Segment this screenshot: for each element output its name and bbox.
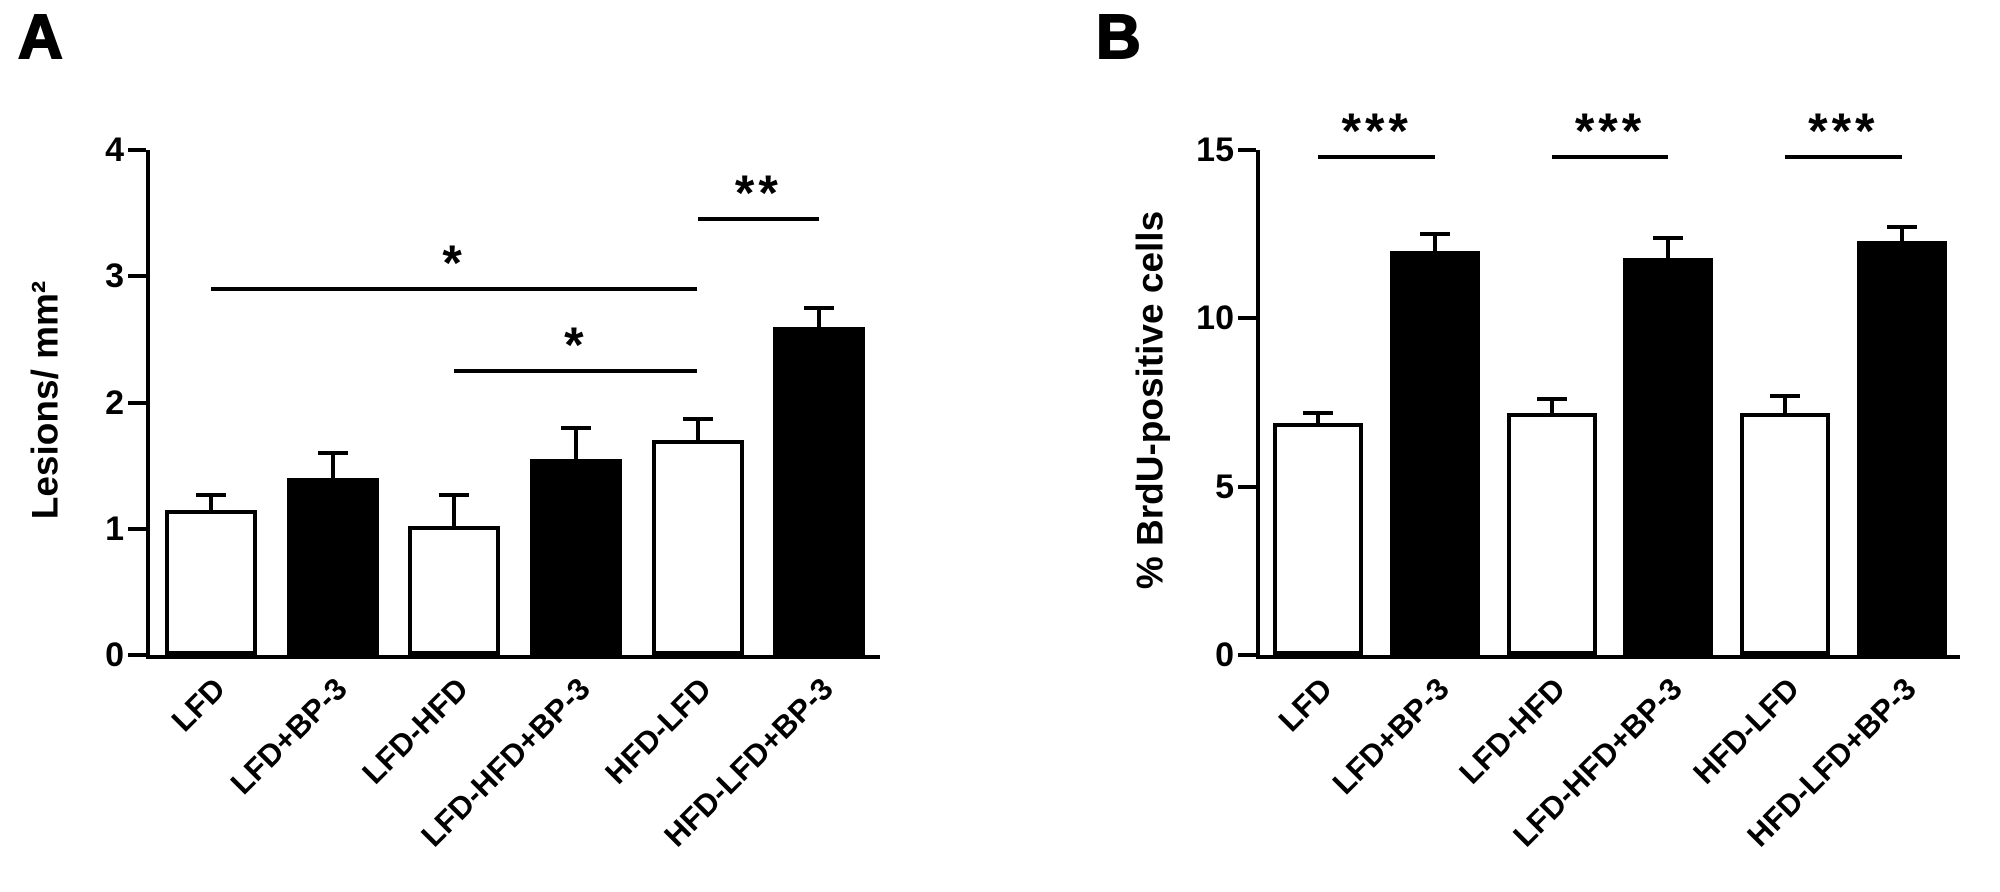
x-category-label: HFD-LFD [598, 671, 719, 791]
error-bar-cap [1536, 397, 1567, 402]
significance-stars: *** [1808, 102, 1879, 159]
significance-line [454, 368, 698, 373]
bar-lfd-hfd [408, 526, 501, 655]
y-tick-label: 4 [105, 131, 124, 169]
y-tick-label: 15 [1196, 131, 1234, 169]
bar-hfd-lfd+bp-3 [1856, 240, 1947, 655]
y-tick-mark [1238, 316, 1256, 321]
y-tick-label: 2 [105, 383, 124, 422]
x-axis-line [146, 655, 880, 659]
error-bar-cap [317, 451, 348, 455]
x-category-label: LFD [164, 671, 232, 739]
x-category-label: LFD+BP-3 [1325, 671, 1456, 802]
significance-line [210, 286, 698, 291]
y-tick-label: 0 [1215, 636, 1234, 674]
y-tick-label: 10 [1196, 299, 1234, 338]
y-tick-mark [128, 148, 146, 152]
x-category-label: HFD-LFD [1686, 671, 1806, 791]
significance-line [1785, 154, 1902, 159]
y-tick-mark [1238, 653, 1256, 657]
bar-hfd-lfd [651, 440, 744, 655]
error-bar-cap [1303, 410, 1334, 415]
bar-lfd [1273, 422, 1364, 655]
significance-stars: *** [1574, 102, 1646, 159]
y-axis-line [1256, 150, 1260, 659]
bar-hfd-lfd [1740, 412, 1830, 655]
panel-b-plot: 0 5 10 15 LFD LFD+BP-3 LFD-HFD LFD-HFD+BP-3 HFD-… [1196, 106, 1960, 853]
y-tick-label: 1 [105, 509, 124, 548]
x-category-label: LFD-HFD [355, 671, 475, 791]
y-tick-label: 0 [105, 636, 124, 674]
y-axis-line [146, 150, 150, 659]
error-bar-line [330, 453, 335, 479]
error-bar-line [1783, 395, 1787, 413]
x-category-label: LFD+BP-3 [223, 671, 354, 802]
panel-b-y-axis-title: % BrdU-positive cells [1129, 210, 1171, 590]
y-tick-label: 5 [1215, 467, 1234, 506]
significance-stars: *** [1341, 102, 1412, 159]
y-tick-mark [1238, 484, 1256, 489]
error-bar-cap [560, 425, 591, 430]
significance-line [697, 217, 820, 222]
y-tick-mark [128, 653, 146, 657]
x-category-label: LFD-HFD [1452, 671, 1573, 791]
error-bar-line [1666, 237, 1671, 258]
error-bar-cap [682, 416, 713, 421]
bar-lfd-hfd+bp-3 [529, 459, 622, 655]
error-bar-line [1549, 399, 1554, 413]
bar-lfd+bp-3 [1390, 251, 1480, 655]
significance-stars: ** [734, 165, 782, 222]
y-tick-mark [128, 400, 146, 405]
panel-a-plot: 0 1 2 3 4 LFD LFD+BP-3 LFD-HFD LFD-HFD+BP-3 HFD-L… [105, 131, 880, 853]
error-bar-line [1433, 234, 1437, 251]
significance-stars: * [442, 234, 466, 291]
error-bar-cap [1653, 235, 1684, 240]
significance-stars: * [564, 316, 588, 373]
y-tick-label: 3 [105, 257, 124, 296]
bar-lfd-hfd [1506, 412, 1597, 655]
error-bar-cap [1770, 393, 1800, 398]
error-bar-line [1899, 227, 1904, 241]
y-tick-mark [128, 274, 146, 279]
error-bar-cap [1886, 225, 1917, 230]
y-tick-mark [128, 526, 146, 531]
error-bar-line [817, 307, 822, 327]
error-bar-line [208, 494, 213, 510]
error-bar-cap [804, 305, 835, 310]
error-bar-cap [439, 492, 470, 497]
significance-line [1551, 154, 1669, 159]
y-tick-mark [1238, 148, 1256, 152]
significance-line [1318, 154, 1435, 159]
bar-lfd-hfd+bp-3 [1623, 257, 1714, 655]
error-bar-cap [1420, 232, 1450, 237]
panel-b-label: B [1095, 2, 1142, 73]
bar-lfd [164, 509, 257, 655]
x-axis-line [1256, 655, 1960, 659]
bar-hfd-lfd+bp-3 [773, 326, 866, 655]
x-category-label: LFD [1271, 671, 1340, 739]
error-bar-line [573, 427, 578, 460]
bar-lfd+bp-3 [286, 478, 379, 655]
error-bar-line [452, 494, 457, 527]
error-bar-line [695, 418, 700, 441]
error-bar-line [1316, 412, 1321, 423]
error-bar-cap [195, 492, 226, 497]
panel-a-label: A [17, 2, 64, 73]
